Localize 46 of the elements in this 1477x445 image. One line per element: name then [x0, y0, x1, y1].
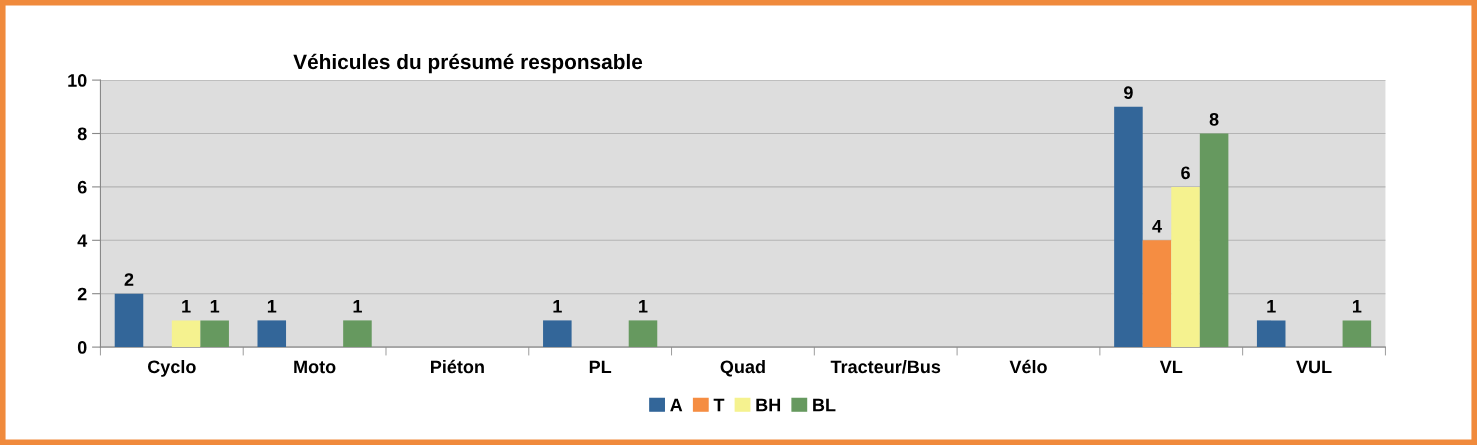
- x-tick-label: Cyclo: [147, 359, 196, 377]
- y-tick-label: 4: [77, 234, 88, 247]
- bar: [1256, 320, 1286, 348]
- bar: [1142, 240, 1172, 348]
- bar: [1342, 320, 1372, 348]
- x-tick-label: Quad: [720, 359, 765, 377]
- legend-label: BL: [813, 398, 836, 412]
- bar: [543, 320, 572, 348]
- x-tick-label: Tracteur/Bus: [830, 359, 941, 374]
- y-tick-label: 6: [77, 180, 87, 194]
- x-tick-label: Moto: [294, 360, 336, 374]
- x-tick-label: VUL: [1296, 360, 1332, 374]
- data-label: 1: [267, 300, 277, 313]
- data-label: 8: [1209, 112, 1219, 126]
- bar: [171, 320, 201, 348]
- legend-label: T: [713, 398, 725, 412]
- chart-title: Véhicules du présumé responsable: [293, 53, 643, 74]
- y-tick-label: 0: [77, 341, 87, 354]
- bar: [114, 293, 144, 348]
- legend-label: A: [670, 398, 683, 412]
- bar: [343, 320, 372, 348]
- bar: [257, 320, 287, 348]
- legend-label: BH: [756, 398, 781, 412]
- data-label: 4: [1152, 219, 1162, 233]
- bar: [628, 320, 658, 348]
- data-label: 1: [353, 300, 362, 313]
- data-label: 1: [210, 300, 220, 313]
- x-tick-label: PL: [589, 360, 612, 374]
- data-label: 2: [124, 273, 134, 286]
- y-tick-label: 8: [77, 127, 87, 141]
- x-tick-label: Vélo: [1009, 359, 1047, 374]
- data-label: 6: [1181, 166, 1190, 180]
- data-label: 1: [1352, 300, 1362, 313]
- data-label: 9: [1124, 86, 1133, 100]
- bar: [1199, 133, 1229, 348]
- y-tick-label: 2: [77, 287, 87, 301]
- x-tick-label: VL: [1159, 360, 1183, 374]
- x-tick-label: Piéton: [431, 359, 484, 374]
- data-label: 1: [182, 300, 191, 313]
- bar: [1114, 106, 1143, 348]
- data-label: 1: [1267, 300, 1276, 313]
- data-label: 1: [553, 300, 562, 313]
- bar: [1171, 186, 1200, 348]
- bar: [200, 320, 229, 348]
- data-label: 1: [639, 300, 648, 313]
- y-tick-label: 10: [68, 74, 87, 87]
